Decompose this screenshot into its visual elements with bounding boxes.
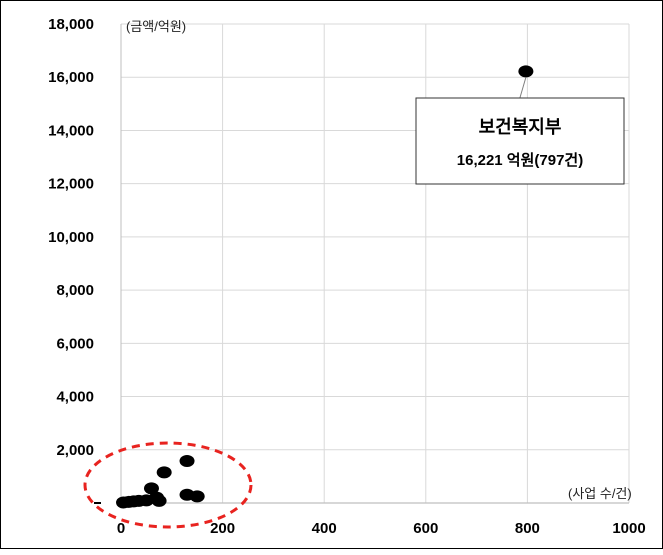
data-point: [151, 494, 167, 507]
data-points: [116, 65, 534, 509]
callout: 보건복지부 16,221 억원(797건): [415, 77, 625, 185]
y-tick-label: 6,000: [56, 335, 94, 352]
y-tick-label: 10,000: [48, 229, 94, 246]
x-axis-label: (사업 수/건): [568, 486, 632, 501]
y-tick-labels: 2,000 4,000 6,000 8,000 10,000 12,000 14,000 16…: [48, 16, 94, 459]
x-tick-label: 400: [312, 520, 337, 537]
callout-value: 16,221 억원(797건): [457, 151, 583, 169]
data-point: [116, 496, 132, 509]
data-point: [156, 466, 172, 479]
y-tick-label: 2,000: [56, 442, 94, 459]
y-axis-label: (금액/억원): [126, 19, 186, 34]
data-point: [189, 490, 205, 503]
x-tick-label: 600: [413, 520, 438, 537]
y-tick-label: 18,000: [48, 16, 94, 33]
x-tick-label: 800: [515, 520, 540, 537]
x-tick-label: 1000: [612, 520, 645, 537]
callout-title: 보건복지부: [479, 117, 562, 137]
x-tick-label: 200: [210, 520, 235, 537]
x-tick-labels: 0 200 400 600 800 1000: [117, 520, 646, 537]
highlight-group: [83, 441, 253, 529]
callout-leader-line: [519, 77, 527, 99]
grid-lines: [121, 23, 630, 503]
data-point: [143, 482, 159, 495]
highlight-ellipse: [83, 441, 253, 529]
data-point: [518, 65, 534, 78]
y-tick-label: 4,000: [56, 389, 94, 406]
callout-box: [415, 97, 625, 185]
y-tick-label: 12,000: [48, 176, 94, 193]
axes: [94, 24, 629, 504]
y-tick-label: 8,000: [56, 282, 94, 299]
y-tick-label: 16,000: [48, 69, 94, 86]
data-point: [179, 454, 195, 467]
y-tick-label: 14,000: [48, 122, 94, 139]
x-tick-label: 0: [117, 520, 125, 537]
